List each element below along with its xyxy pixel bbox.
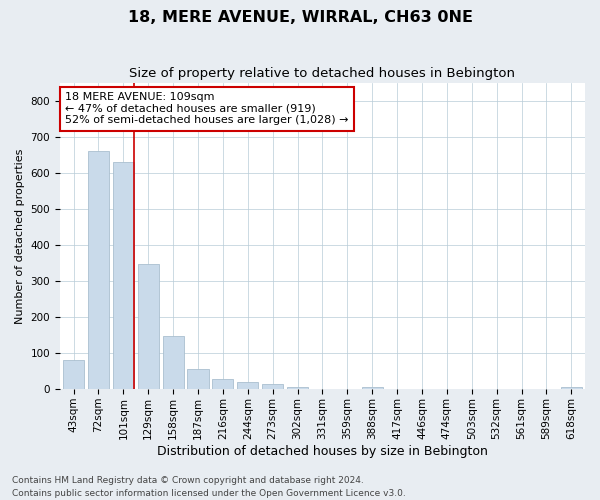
Y-axis label: Number of detached properties: Number of detached properties [15, 148, 25, 324]
Bar [137, 264, 159, 389]
Bar [63, 360, 84, 389]
Text: Contains HM Land Registry data © Crown copyright and database right 2024.
Contai: Contains HM Land Registry data © Crown c… [12, 476, 406, 498]
Bar [163, 336, 184, 389]
Bar [212, 380, 233, 389]
Bar [88, 151, 109, 389]
Bar [262, 384, 283, 389]
Title: Size of property relative to detached houses in Bebington: Size of property relative to detached ho… [130, 68, 515, 80]
Text: 18 MERE AVENUE: 109sqm
← 47% of detached houses are smaller (919)
52% of semi-de: 18 MERE AVENUE: 109sqm ← 47% of detached… [65, 92, 349, 126]
Bar [237, 382, 259, 389]
Text: 18, MERE AVENUE, WIRRAL, CH63 0NE: 18, MERE AVENUE, WIRRAL, CH63 0NE [128, 10, 473, 25]
Bar [187, 368, 209, 389]
Bar [362, 388, 383, 389]
X-axis label: Distribution of detached houses by size in Bebington: Distribution of detached houses by size … [157, 444, 488, 458]
Bar [287, 386, 308, 389]
Bar [561, 388, 582, 389]
Bar [113, 162, 134, 389]
